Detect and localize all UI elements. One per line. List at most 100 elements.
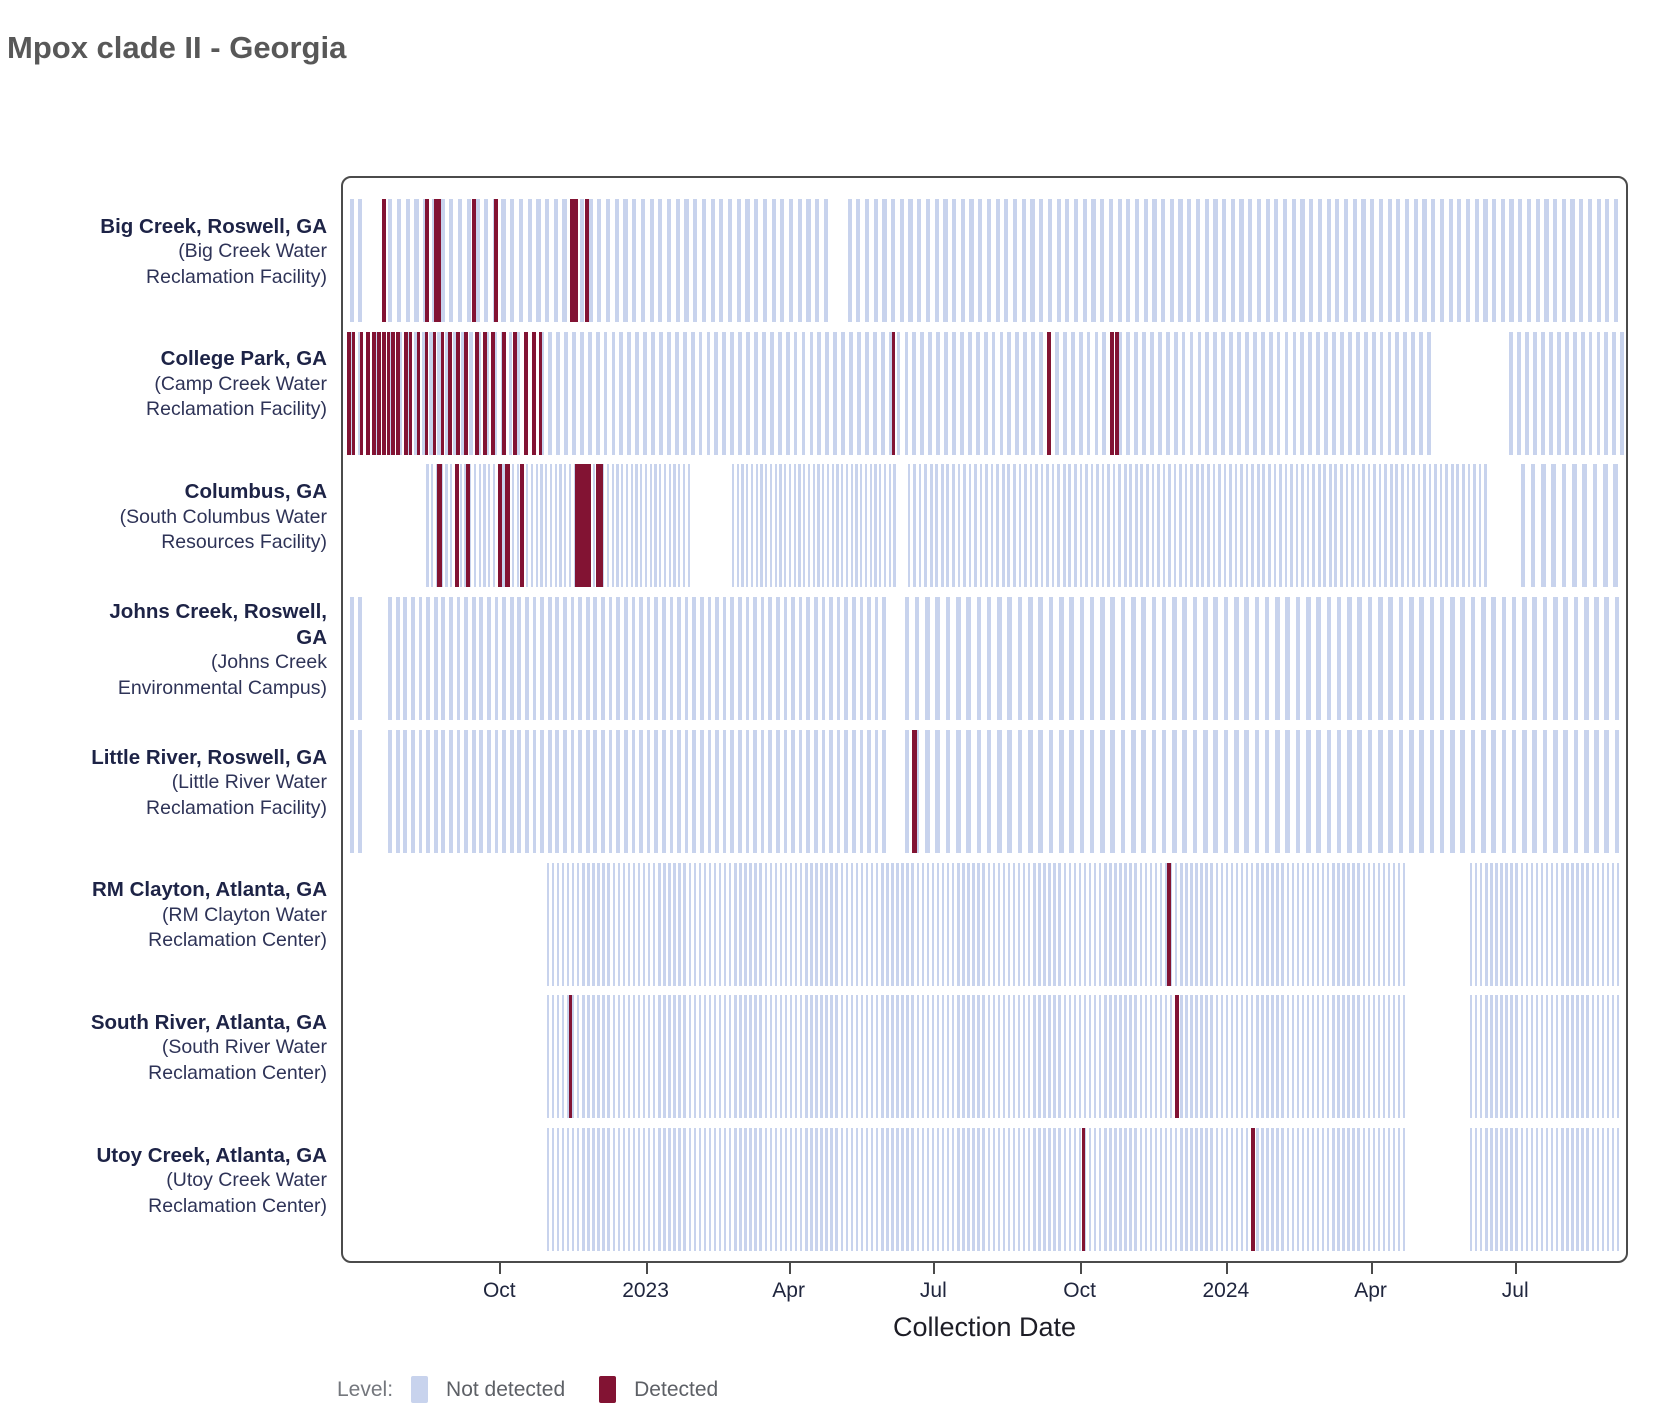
not-detected-bar <box>593 729 598 853</box>
not-detected-bar <box>1130 597 1136 721</box>
not-detected-bar <box>1332 331 1336 455</box>
not-detected-bar <box>1165 331 1170 455</box>
not-detected-bar <box>1073 995 1077 1119</box>
not-detected-bar <box>1520 464 1526 588</box>
not-detected-bar <box>1007 729 1013 853</box>
not-detected-bar <box>760 464 763 588</box>
not-detected-bar <box>1057 464 1060 588</box>
not-detected-bar <box>640 464 643 588</box>
not-detected-bar <box>1078 331 1083 455</box>
not-detected-bar <box>1073 1127 1077 1251</box>
not-detected-bar <box>1017 597 1023 721</box>
detected-bar <box>465 464 471 588</box>
not-detected-bar <box>1256 995 1259 1119</box>
not-detected-bar <box>669 729 674 853</box>
not-detected-bar <box>845 995 849 1119</box>
not-detected-bar <box>1532 597 1538 721</box>
not-detected-bar <box>1306 464 1310 588</box>
not-detected-bar <box>734 1127 737 1251</box>
not-detected-bar <box>1266 1127 1269 1251</box>
not-detected-bar <box>532 729 537 853</box>
plot-panel <box>341 176 1628 1263</box>
not-detected-bar <box>1301 1127 1305 1251</box>
not-detected-bar <box>488 464 491 588</box>
not-detected-bar <box>1357 729 1363 853</box>
not-detected-bar <box>1205 1127 1208 1251</box>
facility-subname: Resources Facility) <box>161 531 327 554</box>
not-detected-bar <box>1290 464 1293 588</box>
not-detected-bar <box>1371 331 1376 455</box>
not-detected-bar <box>1357 597 1363 721</box>
not-detected-bar <box>1576 1127 1579 1251</box>
facility-subname: (Little River Water <box>171 771 327 794</box>
not-detected-bar <box>917 199 922 322</box>
not-detected-bar <box>1616 1127 1620 1251</box>
not-detected-bar <box>1545 995 1549 1119</box>
not-detected-bar <box>1235 1127 1239 1251</box>
not-detected-bar <box>1053 862 1056 986</box>
not-detected-bar <box>1251 995 1254 1119</box>
not-detected-bar <box>775 729 780 853</box>
not-detected-bar <box>1093 995 1097 1119</box>
not-detected-bar <box>857 331 861 455</box>
facility-subname: Reclamation Facility) <box>146 398 327 421</box>
not-detected-bar <box>494 729 499 853</box>
facility-subname: (Utoy Creek Water <box>166 1169 327 1192</box>
not-detected-bar <box>549 464 553 588</box>
not-detected-bar <box>1251 464 1254 588</box>
detected-bar <box>568 995 573 1119</box>
not-detected-bar <box>692 729 696 853</box>
not-detected-bar <box>1053 1127 1056 1251</box>
not-detected-bar <box>946 995 950 1119</box>
not-detected-bar <box>1088 862 1092 986</box>
not-detected-bar <box>1223 597 1229 721</box>
not-detected-bar <box>1101 464 1105 588</box>
not-detected-bar <box>1283 199 1288 322</box>
not-detected-bar <box>912 331 917 455</box>
not-detected-bar <box>1172 597 1177 721</box>
not-detected-bar <box>888 331 893 455</box>
not-detected-bar <box>688 862 691 986</box>
not-detected-bar <box>1347 995 1350 1119</box>
not-detected-bar <box>1535 199 1540 322</box>
not-detected-bar <box>830 995 833 1119</box>
not-detected-bar <box>916 1127 919 1251</box>
not-detected-bar <box>597 862 600 986</box>
not-detected-bar <box>755 464 758 588</box>
not-detected-bar <box>1063 995 1066 1119</box>
not-detected-bar <box>1397 1127 1401 1251</box>
not-detected-bar <box>708 1127 712 1251</box>
not-detected-bar <box>982 995 985 1119</box>
not-detected-bar <box>1604 597 1610 721</box>
not-detected-bar <box>1352 862 1355 986</box>
not-detected-bar <box>1611 995 1615 1119</box>
not-detected-bar <box>860 862 864 986</box>
facility-name: College Park, GA <box>160 347 327 371</box>
not-detected-bar <box>1583 729 1589 853</box>
not-detected-bar <box>1047 199 1053 322</box>
not-detected-bar <box>1030 199 1035 322</box>
not-detected-bar <box>768 597 772 721</box>
not-detected-bar <box>1581 1127 1584 1251</box>
not-detected-bar <box>952 199 957 322</box>
not-detected-bar <box>1213 199 1218 322</box>
not-detected-bar <box>1004 199 1009 322</box>
not-detected-bar <box>1286 995 1289 1119</box>
not-detected-bar <box>1439 729 1445 853</box>
not-detected-bar <box>388 199 393 322</box>
not-detected-bar <box>606 199 611 322</box>
not-detected-bar <box>631 597 636 721</box>
not-detected-bar <box>841 464 844 588</box>
not-detected-bar <box>851 729 856 853</box>
page-title: Mpox clade II - Georgia <box>7 30 347 65</box>
not-detected-bar <box>1210 995 1213 1119</box>
not-detected-bar <box>753 597 757 721</box>
not-detected-bar <box>977 1127 980 1251</box>
not-detected-bar <box>1073 862 1077 986</box>
not-detected-bar <box>1284 331 1289 455</box>
detected-bar <box>598 464 604 588</box>
not-detected-bar <box>1308 331 1313 455</box>
not-detected-bar <box>1586 862 1589 986</box>
not-detected-bar <box>1370 199 1375 322</box>
not-detected-bar <box>1144 862 1148 986</box>
